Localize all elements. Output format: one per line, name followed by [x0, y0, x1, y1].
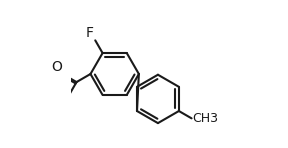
- Text: O: O: [52, 60, 62, 74]
- Text: CH3: CH3: [192, 112, 218, 125]
- Text: F: F: [86, 26, 94, 40]
